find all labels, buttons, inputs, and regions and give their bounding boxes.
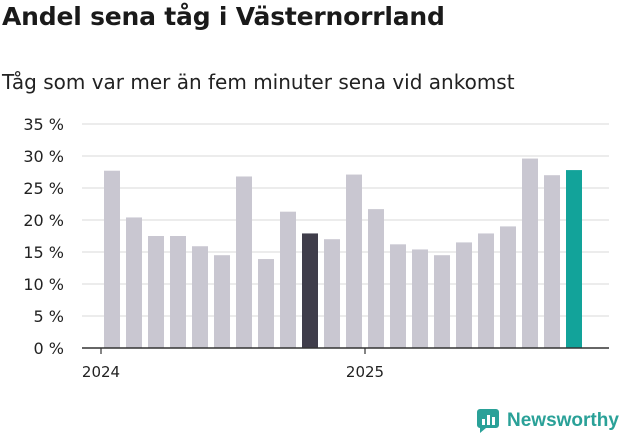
bar bbox=[390, 244, 406, 348]
bar bbox=[500, 226, 516, 348]
y-tick-label: 5 % bbox=[34, 307, 64, 326]
x-tick-label: 2024 bbox=[82, 363, 120, 381]
y-tick-label: 10 % bbox=[23, 275, 64, 294]
bar bbox=[434, 255, 450, 348]
y-tick-label: 15 % bbox=[23, 243, 64, 262]
y-tick-label: 20 % bbox=[23, 211, 64, 230]
bar bbox=[302, 233, 318, 348]
newsworthy-logo: Newsworthy bbox=[475, 408, 619, 434]
bar bbox=[148, 236, 164, 348]
bars bbox=[104, 158, 582, 348]
bar bbox=[170, 236, 186, 348]
bar bbox=[522, 158, 538, 348]
bar bbox=[368, 209, 384, 348]
bar bbox=[544, 175, 560, 348]
chart-subtitle: Tåg som var mer än fem minuter sena vid … bbox=[2, 70, 515, 94]
bar bbox=[214, 255, 230, 348]
x-axis-ticks: 2024 2025 bbox=[82, 348, 384, 381]
bar bbox=[324, 239, 340, 348]
bar bbox=[258, 259, 274, 348]
y-tick-label: 25 % bbox=[23, 179, 64, 198]
bar bbox=[236, 176, 252, 348]
bar bbox=[478, 233, 494, 348]
y-tick-label: 35 % bbox=[23, 115, 64, 134]
bar bbox=[192, 246, 208, 348]
bar bbox=[104, 170, 120, 348]
y-axis-ticks: 0 % 5 % 10 % 15 % 20 % 25 % 30 % 35 % bbox=[23, 115, 64, 358]
bar bbox=[280, 211, 296, 348]
x-tick-label: 2025 bbox=[346, 363, 384, 381]
newsworthy-logo-icon bbox=[477, 409, 499, 433]
bar bbox=[456, 242, 472, 348]
chart-title: Andel sena tåg i Västernorrland bbox=[2, 2, 445, 31]
brand-name: Newsworthy bbox=[507, 410, 619, 431]
grid-lines bbox=[82, 123, 609, 317]
bar bbox=[346, 174, 362, 348]
bar-chart: 0 % 5 % 10 % 15 % 20 % 25 % 30 % 35 % 2024 2025 bbox=[23, 115, 609, 381]
y-tick-label: 0 % bbox=[34, 339, 64, 358]
bar bbox=[566, 170, 582, 348]
bar bbox=[126, 217, 142, 348]
bar bbox=[412, 249, 428, 348]
y-tick-label: 30 % bbox=[23, 147, 64, 166]
